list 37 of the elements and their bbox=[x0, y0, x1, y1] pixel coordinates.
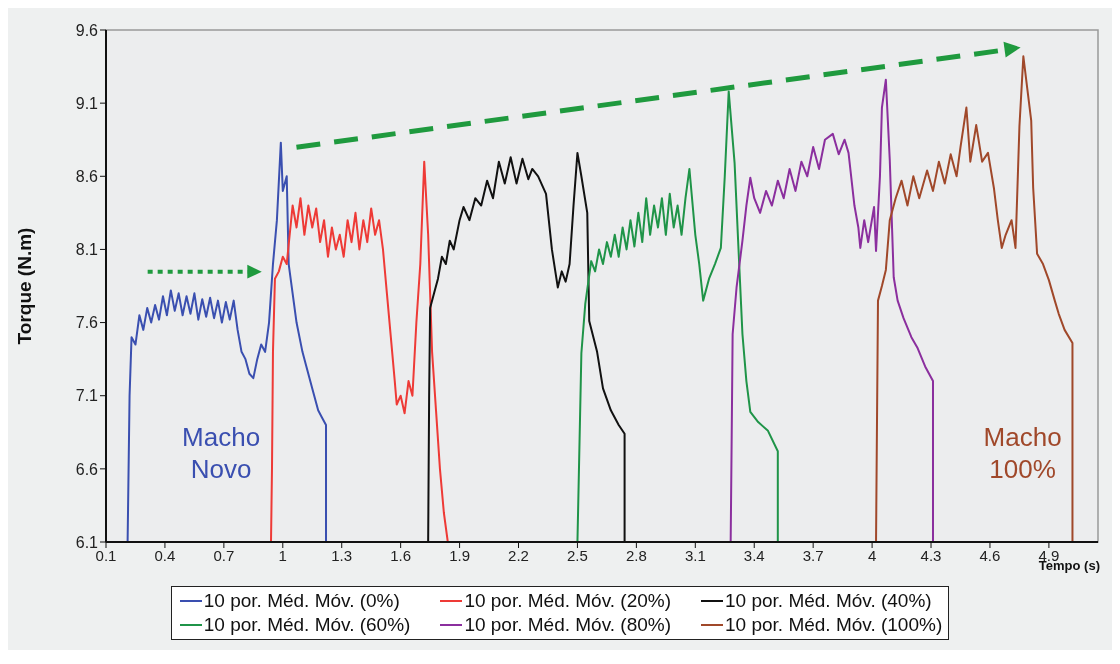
x-tick-label: 3.7 bbox=[802, 546, 824, 564]
y-tick-label: 9.1 bbox=[75, 94, 99, 112]
line-series bbox=[126, 141, 328, 542]
legend-label: 10 por. Méd. Móv. (60%) bbox=[203, 614, 411, 636]
x-tick-label: 2.8 bbox=[625, 546, 647, 564]
y-tick-label: 7.6 bbox=[75, 314, 99, 332]
line-series bbox=[875, 55, 1074, 542]
y-axis-title: Torque (N.m) bbox=[13, 227, 35, 345]
y-tick-label: 8.1 bbox=[75, 241, 99, 259]
x-tick-label: 1.9 bbox=[449, 546, 471, 564]
line-series bbox=[576, 90, 779, 542]
line-series bbox=[729, 78, 934, 542]
annotation: Macho Novo bbox=[182, 422, 261, 485]
x-tick-label: 1.6 bbox=[390, 546, 412, 564]
y-tick-label: 6.1 bbox=[75, 533, 99, 551]
x-tick-label: 1.3 bbox=[331, 546, 353, 564]
x-tick-label: 4 bbox=[867, 546, 877, 564]
y-tick-label: 6.6 bbox=[75, 460, 99, 478]
x-tick-label: 4.3 bbox=[920, 546, 942, 564]
x-tick-label: 0.4 bbox=[154, 546, 176, 564]
legend-label: 10 por. Méd. Móv. (80%) bbox=[464, 614, 672, 636]
x-tick-label: 0.7 bbox=[213, 546, 235, 564]
x-tick-label: 2.2 bbox=[508, 546, 529, 564]
legend-label: 10 por. Méd. Móv. (0%) bbox=[203, 590, 400, 612]
x-tick-label: 4.6 bbox=[979, 546, 1001, 564]
legend-label: 10 por. Méd. Móv. (100%) bbox=[725, 614, 943, 636]
x-tick-label: 3.1 bbox=[684, 546, 706, 564]
x-tick-label: 2.5 bbox=[567, 546, 588, 564]
x-tick-label: 1 bbox=[278, 546, 287, 564]
annotation: Macho 100% bbox=[983, 422, 1062, 485]
y-tick-label: 7.1 bbox=[75, 387, 99, 405]
x-tick-label: 3.4 bbox=[743, 546, 765, 564]
y-tick-label: 8.6 bbox=[75, 167, 99, 185]
line-series bbox=[270, 160, 449, 542]
legend-label: 10 por. Méd. Móv. (40%) bbox=[725, 590, 932, 612]
legend-label: 10 por. Méd. Móv. (20%) bbox=[464, 590, 672, 612]
y-tick-label: 9.6 bbox=[75, 21, 99, 39]
